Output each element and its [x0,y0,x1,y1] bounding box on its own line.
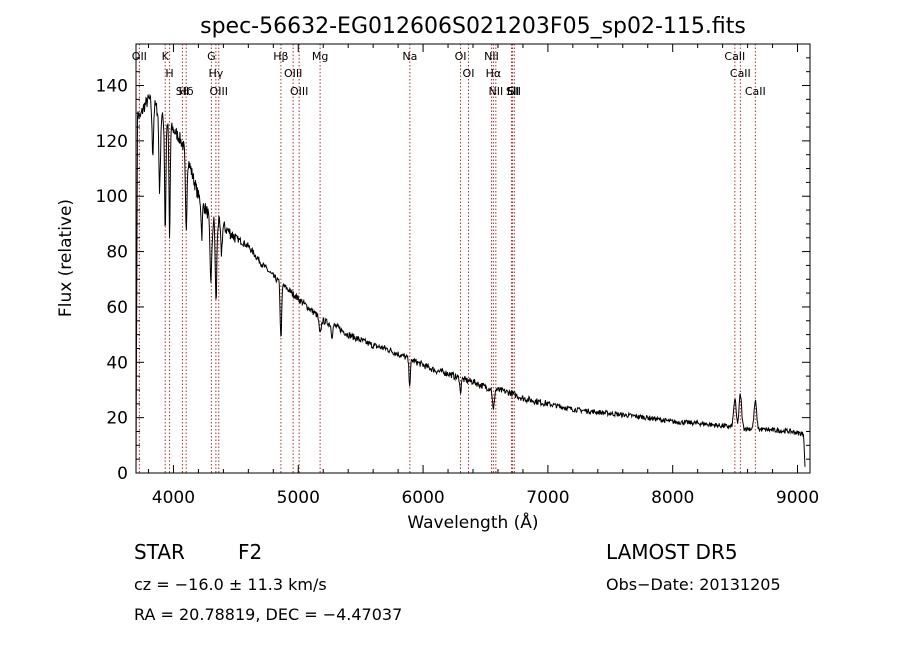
line-marker-label: SII [506,85,519,98]
y-tick-label: 100 [96,187,128,207]
observation-date: Obs−Date: 20131205 [606,575,781,594]
line-marker-label: CaII [745,85,766,98]
line-marker-label: Hβ [273,50,288,63]
y-tick-label: 80 [106,243,128,263]
line-marker-label: NII [484,50,499,63]
x-tick-label: 9000 [776,488,819,508]
line-marker-label: SII [176,85,189,98]
line-marker-label: G [207,50,216,63]
line-marker-label: Mg [312,50,328,63]
y-axis-ticks: 0 20 40 60 80 100 120 140 [96,57,810,484]
x-tick-label: 5000 [277,488,320,508]
line-marker-label: CaII [730,67,751,80]
line-marker-label: CaII [724,50,745,63]
line-marker-label: OII [132,50,147,63]
redshift-velocity: cz = −16.0 ± 11.3 km/s [134,575,327,594]
object-class: STAR [134,540,185,564]
coordinates: RA = 20.78819, DEC = −4.47037 [134,605,402,624]
spectrum-line [135,93,806,474]
y-tick-label: 40 [106,353,128,373]
x-tick-label: 7000 [526,488,569,508]
chart-title: spec-56632-EG012606S021203F05_sp02-115.f… [200,14,746,39]
plot-frame [135,43,811,474]
line-marker-label: Li [507,85,516,98]
x-tick-label: 4000 [152,488,195,508]
line-marker-label: SII [508,85,521,98]
line-marker-label: OI [455,50,467,63]
object-subclass: F2 [238,540,262,564]
y-tick-label: 120 [96,132,128,152]
line-marker-label: H [165,67,173,80]
line-marker-label: K [162,50,170,63]
line-marker-label: Na [402,50,417,63]
line-marker-label: NII [488,85,503,98]
y-tick-label: 20 [106,409,128,429]
y-tick-label: 60 [106,298,128,318]
x-axis-label: Wavelength (Å) [407,511,538,533]
line-marker-label: Hα [486,67,502,80]
y-tick-label: 0 [117,464,128,484]
x-axis-ticks: 4000 5000 6000 7000 8000 9000 [147,44,819,508]
y-tick-label: 140 [96,77,128,97]
y-axis-label: Flux (relative) [56,199,76,317]
line-marker-label: Hδ [179,85,194,98]
line-marker-label: OI [463,67,475,80]
line-marker-label: OIII [210,85,228,98]
line-markers [138,44,756,473]
line-marker-label: OIII [290,85,308,98]
x-tick-label: 8000 [651,488,694,508]
line-marker-label: Hγ [208,67,223,80]
line-marker-label: OIII [284,67,302,80]
survey-name: LAMOST DR5 [606,540,738,564]
x-tick-label: 6000 [401,488,444,508]
